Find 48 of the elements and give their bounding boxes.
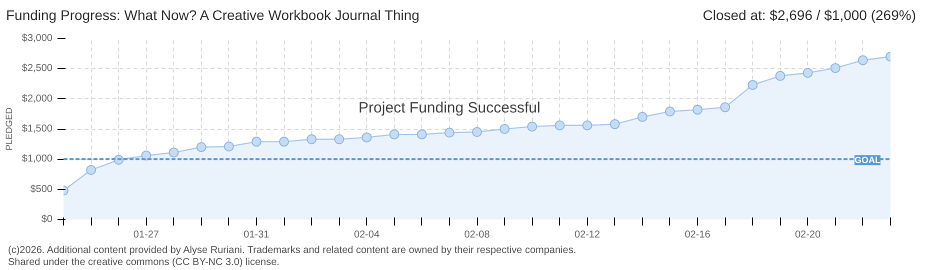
point [444,128,454,138]
point [306,134,317,144]
point [720,102,730,112]
point [637,112,648,122]
point [251,136,262,147]
text: Shared under the creative commons (CC BY-NC 3.0) license. [8,257,280,268]
x-tick-label: 02-04 [354,230,380,240]
y-tick-label: $2,500 [22,63,53,74]
point [664,106,675,116]
point [802,68,813,78]
point [610,119,620,130]
point [748,80,758,90]
x-tick-label: 01-27 [133,230,160,240]
annotation: Project Funding Successful [358,99,540,116]
point [86,165,96,176]
x-tick-label: 02-08 [464,230,490,240]
x-tick-label: 02-12 [574,230,600,240]
y-tick-label: $1,500 [22,124,53,134]
point [416,129,427,140]
y-tick-label: $3,000 [22,33,53,44]
point [858,55,868,66]
point [196,142,206,152]
point [472,127,482,138]
y-tick-label: $0 [41,214,53,225]
x-tick-label: 01-31 [244,230,270,240]
chart-subtitle: Closed at: $2,696 / $1,000 (269%) [702,6,916,25]
point [582,120,592,130]
point [168,148,179,158]
point [362,132,372,142]
y-axis-title: PLEDGED [4,106,14,151]
x-tick-label: 02-16 [684,230,711,240]
point [334,134,344,144]
point [279,136,290,147]
point [389,129,400,140]
y-tick-label: $2,000 [22,93,53,104]
ref-line-label: GOAL [854,155,881,166]
point [527,122,538,132]
point [775,70,786,81]
point [830,63,840,74]
y-tick-label: $500 [30,184,53,195]
point [554,120,565,130]
point [692,104,703,115]
point [500,124,510,134]
text: (c)2026. Additional content provided by Alyse Ruriani. Trademarks and related content are owned by their respective companies. [8,245,576,256]
point [224,142,234,152]
x-tick-label: 02-20 [795,230,822,240]
y-tick-label: $1,000 [22,154,53,165]
chart-title: Funding Progress: What Now? A Creative Workbook Journal Thing [6,6,420,25]
